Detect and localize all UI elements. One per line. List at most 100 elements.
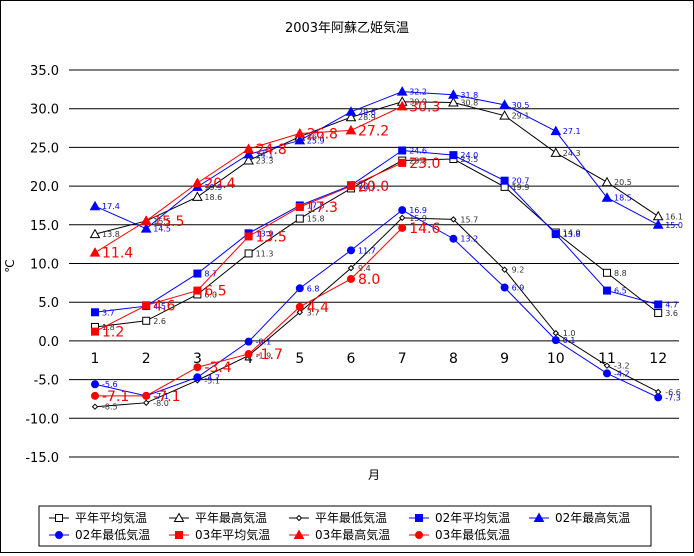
data-point	[396, 86, 408, 96]
data-label: 31.8	[460, 91, 478, 100]
series-5: -5.6-7.1-4.7-0.16.811.716.913.26.90.1-4.…	[91, 206, 681, 402]
data-point	[533, 512, 545, 522]
data-label: 15.0	[665, 221, 683, 230]
data-label: 23.0	[409, 156, 440, 172]
data-label: -6.6	[665, 388, 681, 397]
data-label: 15.9	[409, 214, 427, 223]
data-label: 24.1	[256, 150, 274, 159]
data-label: 18.5	[614, 194, 632, 203]
data-label: 13.5	[256, 229, 287, 245]
data-point	[500, 176, 509, 185]
data-point	[192, 191, 203, 201]
data-point	[415, 514, 423, 522]
legend-item: 02年最低気温	[49, 527, 150, 542]
legend-item: 02年平均気温	[409, 510, 510, 525]
data-point	[89, 228, 101, 239]
series-line	[94, 209, 659, 398]
data-point	[193, 363, 202, 372]
data-point	[295, 214, 304, 223]
data-label: 16.1	[665, 212, 683, 221]
data-label: 17.5	[307, 201, 325, 210]
data-point	[140, 215, 152, 225]
legend-label: 03年最高気温	[315, 527, 390, 542]
data-label: 11.4	[102, 246, 133, 262]
data-point	[449, 151, 458, 160]
data-label: 26.8	[307, 126, 338, 142]
data-point	[603, 268, 611, 277]
data-label: -3.2	[614, 362, 630, 371]
data-label: 17.3	[307, 200, 338, 216]
x-tick-label: 6	[347, 351, 356, 367]
data-label: 8.0	[358, 272, 380, 288]
y-tick-label: 25.0	[30, 141, 59, 156]
data-point	[140, 223, 152, 233]
legend-label: 平年最高気温	[195, 510, 267, 525]
data-point	[603, 362, 611, 369]
legend-label: 02年最低気温	[75, 527, 150, 542]
data-label: 6.5	[204, 284, 226, 300]
data-label: -8.5	[102, 403, 118, 412]
data-label: 14.6	[409, 221, 440, 237]
data-point	[448, 96, 459, 107]
series-1: 13.8 15.5 18.6 23.3 26.4 28.9 30.9 30.8 29.1 24.3…	[89, 96, 683, 239]
data-point	[396, 100, 408, 111]
data-point	[652, 210, 664, 221]
series-6: 1.2 4.6 6.5 13.5 17.3 20.0 23.0	[91, 156, 440, 341]
data-point	[499, 99, 510, 109]
y-tick-label: 0.0	[38, 335, 59, 350]
data-point	[296, 309, 304, 316]
data-label: 24.6	[409, 146, 427, 155]
data-point	[55, 514, 63, 522]
x-tick-label: 5	[295, 351, 304, 367]
data-label: -4.7	[204, 373, 220, 382]
data-point	[603, 369, 611, 378]
data-label: 30.5	[512, 101, 530, 110]
plot-series: 1.8 2.6 6.0 11.3 15.8 19.7 23.3 23.5 19.9 14.0 8.8…	[89, 86, 683, 412]
data-label: -5.1	[204, 376, 220, 385]
y-tick-label: 5.0	[38, 296, 59, 311]
data-point	[347, 182, 355, 191]
data-label: 27.2	[358, 123, 389, 139]
y-axis-label: ℃	[3, 259, 17, 272]
y-tick-label: -10.0	[25, 412, 59, 427]
data-label: 11.3	[256, 249, 274, 258]
data-point	[500, 283, 509, 292]
x-axis-label: 月	[368, 468, 380, 482]
data-label: 6.5	[614, 287, 627, 296]
data-label: 23.3	[409, 157, 427, 166]
data-point	[654, 393, 663, 402]
data-label: -7.1	[102, 389, 129, 405]
legend-item: 03年最高気温	[289, 527, 390, 542]
data-point	[142, 399, 150, 407]
data-label: -1.9	[256, 352, 272, 361]
series-7: 11.4 15.5 20.4 24.8 26.8 27.2 30.3	[89, 99, 440, 262]
data-point	[142, 391, 151, 400]
series-line	[94, 217, 659, 408]
data-label: -1.7	[256, 347, 283, 363]
data-point	[654, 309, 663, 318]
legend-item: 03年最低気温	[409, 527, 510, 542]
data-label: 13.2	[460, 235, 478, 244]
data-point	[398, 214, 406, 222]
data-point	[449, 234, 458, 243]
series-line	[94, 149, 659, 313]
data-point	[603, 286, 611, 295]
data-label: 30.8	[460, 99, 478, 108]
data-label: 4.5	[153, 302, 166, 311]
data-label: 20.4	[204, 176, 235, 192]
data-point	[142, 301, 151, 310]
data-point	[294, 127, 306, 138]
data-point	[501, 266, 508, 273]
data-label: 29.1	[512, 112, 530, 121]
data-label: 3.7	[102, 308, 115, 317]
data-point	[142, 316, 151, 325]
data-label: -3.4	[204, 360, 231, 376]
data-label: 23.3	[256, 157, 274, 166]
data-label: 20.5	[614, 178, 632, 187]
chart-title: 2003年阿蘇乙姫気温	[285, 20, 409, 36]
data-label: 30.3	[409, 99, 440, 115]
data-point	[551, 336, 560, 345]
data-label: 4.4	[307, 300, 329, 316]
